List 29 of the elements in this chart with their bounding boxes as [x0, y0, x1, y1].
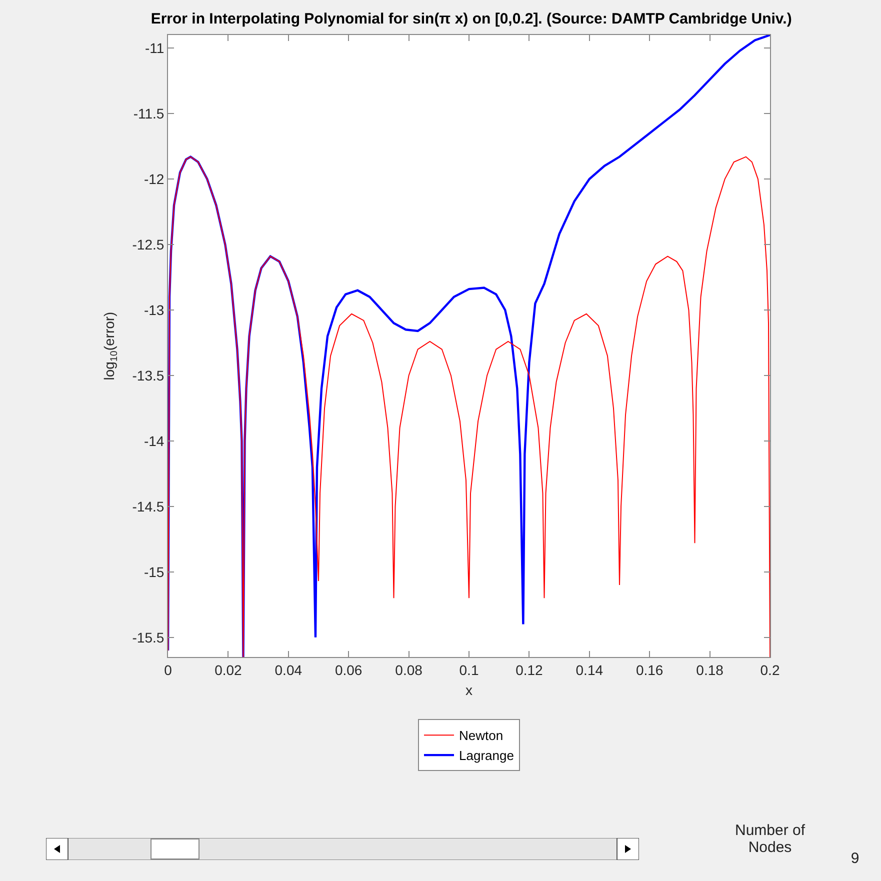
y-tick-label: -12 — [144, 170, 164, 187]
x-tick-label: 0.08 — [395, 662, 423, 678]
x-tick-label: 0.02 — [214, 662, 242, 678]
y-tick-label: -15.5 — [132, 629, 164, 646]
y-tick-label: -14.5 — [132, 498, 164, 514]
text: 9 — [850, 850, 860, 867]
x-tick-label: 0.2 — [760, 662, 780, 678]
x-tick-label: 0.12 — [516, 662, 544, 678]
line-series — [168, 35, 770, 657]
x-tick-label: 0.06 — [334, 662, 362, 678]
x-tick-label: 0.16 — [636, 662, 664, 678]
y-tick-label: -13 — [144, 302, 164, 318]
chart-title: Error in Interpolating Polynomial for sin(π x) on [0,0.2]. (Source: DAMTP Cambridge Univ.) — [150, 10, 792, 28]
x-tick-label: 0 — [164, 662, 172, 678]
y-tick-label: -11 — [144, 40, 164, 56]
line-series — [168, 156, 770, 657]
y-tick-label: -15 — [144, 564, 164, 580]
x-tick-label: 0.1 — [459, 662, 479, 678]
x-tick-label: 0.04 — [274, 662, 302, 678]
legend-label: Newton — [459, 728, 504, 744]
x-tick-label: 0.18 — [696, 662, 724, 678]
text: Number of Nodes — [734, 822, 806, 856]
x-tick-label: 0.14 — [576, 662, 604, 678]
y-tick-label: -13.5 — [132, 367, 164, 384]
y-tick-label: -14 — [144, 432, 164, 449]
y-tick-label: -12.5 — [132, 236, 164, 252]
legend-label: Lagrange — [459, 748, 514, 764]
y-tick-label: -11.5 — [133, 105, 164, 122]
x-axis-title: x — [466, 682, 472, 698]
